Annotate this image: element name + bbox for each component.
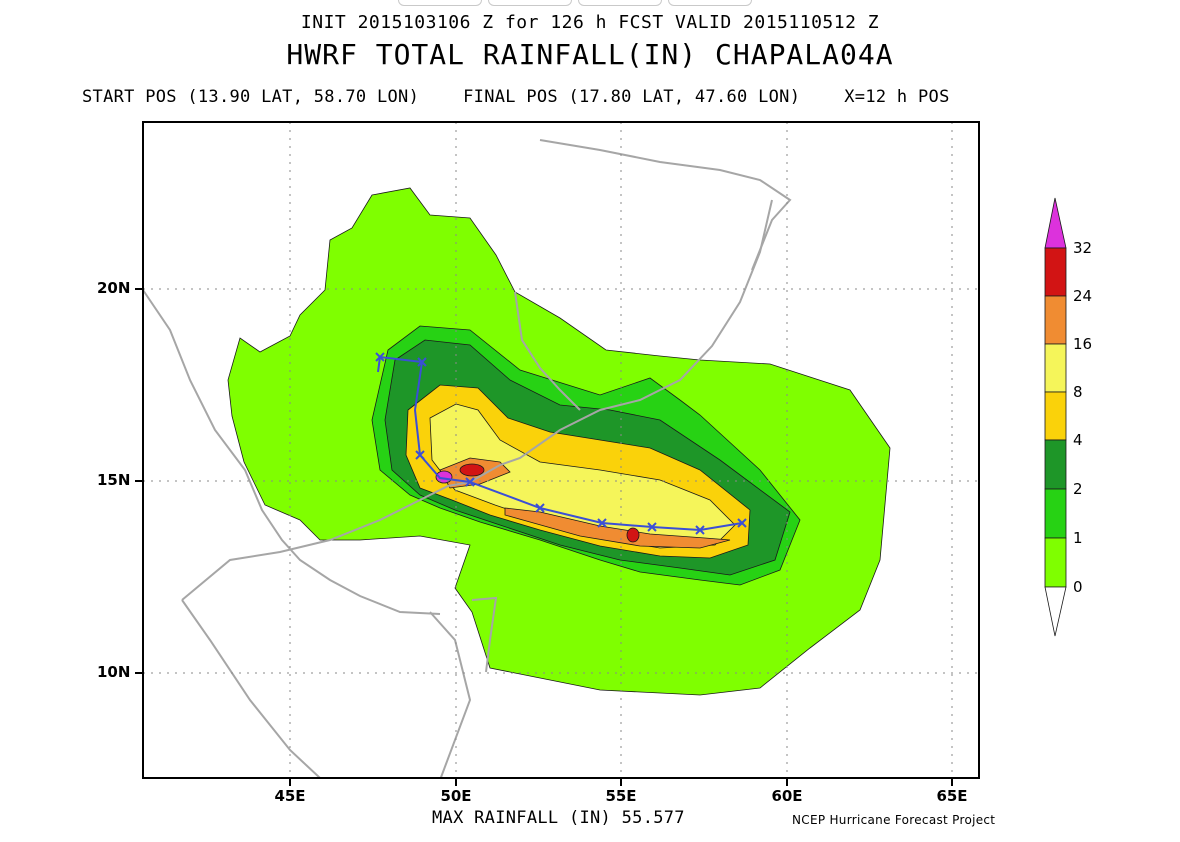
colorbar-label-8: 8: [1073, 383, 1083, 401]
start-position: START POS (13.90 LAT, 58.70 LON): [82, 87, 420, 107]
colorbar-top-arrow: [1044, 197, 1067, 249]
colorbar-label-2: 2: [1073, 480, 1083, 498]
max-rainfall: MAX RAINFALL (IN) 55.577: [432, 808, 685, 828]
colorbar-label-0: 0: [1073, 578, 1083, 596]
storm-track: [377, 355, 743, 532]
final-position: FINAL POS (17.80 LAT, 47.60 LON): [463, 87, 801, 107]
colorbar-label-1: 1: [1073, 529, 1083, 547]
lat-label-15n: 15N: [97, 471, 131, 489]
map-plot-area: [143, 122, 979, 778]
lon-label-60e: 60E: [771, 787, 803, 805]
coastlines: [143, 139, 792, 778]
colorbar-swatch-2: [1044, 439, 1067, 490]
colorbar-swatch-0: [1044, 537, 1067, 588]
map-title: HWRF TOTAL RAINFALL(IN) CHAPALA04A: [286, 38, 894, 71]
colorbar-bottom-arrow: [1044, 586, 1067, 637]
interval-note: X=12 h POS: [844, 87, 950, 107]
lon-label-45e: 45E: [274, 787, 306, 805]
colorbar-label-32: 32: [1073, 239, 1093, 257]
colorbar-swatch-4: [1044, 391, 1067, 441]
lat-label-20n: 20N: [97, 279, 131, 297]
credit-text: NCEP Hurricane Forecast Project: [792, 813, 996, 827]
lon-label-50e: 50E: [440, 787, 472, 805]
rain-contour-16: [504, 507, 731, 549]
lon-label-55e: 55E: [605, 787, 637, 805]
colorbar-swatch-24: [1044, 247, 1067, 297]
position-line: START POS (13.90 LAT, 58.70 LON) FINAL PO…: [82, 87, 950, 107]
lat-lon-grid: [143, 122, 979, 778]
track-position-markers: [375, 352, 747, 535]
colorbar-label-4: 4: [1073, 431, 1083, 449]
colorbar-label-16: 16: [1073, 335, 1093, 353]
colorbar-swatch-1: [1044, 488, 1067, 539]
colorbar-swatch-8: [1044, 343, 1067, 393]
colorbar-label-24: 24: [1073, 287, 1093, 305]
lat-label-10n: 10N: [97, 663, 131, 681]
colorbar-swatch-16: [1044, 295, 1067, 345]
axis-ticks: [135, 288, 953, 786]
rain-contour-24b: [459, 463, 485, 477]
rainfall-colorbar: [1044, 197, 1067, 637]
init-line: INIT 2015103106 Z for 126 h FCST VALID 2…: [300, 12, 880, 33]
top-tab-strip: [398, 0, 752, 6]
lon-label-65e: 65E: [936, 787, 968, 805]
rain-contour-24: [626, 527, 640, 543]
plot-frame: [142, 121, 980, 779]
